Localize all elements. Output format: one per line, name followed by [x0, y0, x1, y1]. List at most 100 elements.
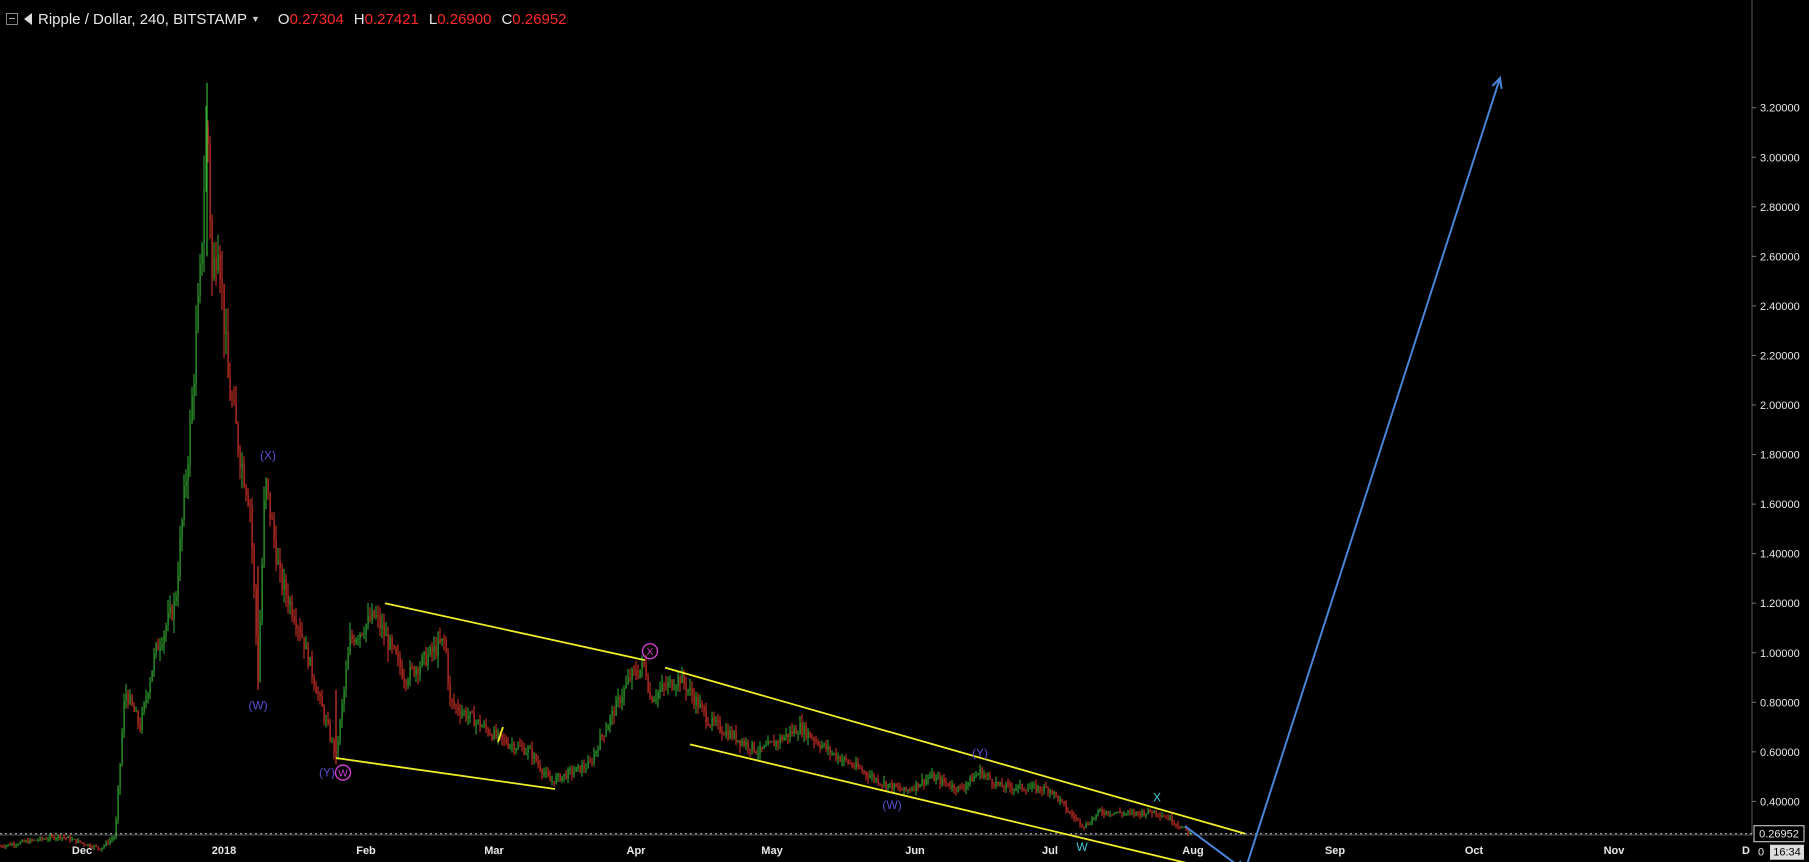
candle-body	[51, 835, 53, 837]
candle-body	[127, 693, 129, 704]
candle-body	[1047, 787, 1049, 793]
candle-body	[1121, 812, 1123, 815]
candle-body	[933, 773, 935, 781]
candle-body	[1, 846, 3, 848]
chevron-down-icon[interactable]: ▼	[250, 14, 260, 24]
candle-body	[239, 450, 241, 469]
candle-body	[889, 783, 891, 785]
candle-body	[969, 776, 971, 783]
candle-body	[825, 743, 827, 750]
candle-body	[25, 840, 27, 842]
candle-body	[773, 741, 775, 747]
candle-body	[1009, 783, 1011, 788]
candle-body	[1061, 799, 1063, 802]
candle-body	[421, 655, 423, 666]
candle-body	[1131, 811, 1133, 813]
candle-body	[753, 742, 755, 752]
candle-body	[147, 693, 149, 699]
candle-body	[197, 295, 199, 331]
candle-body	[237, 423, 239, 451]
candle-body	[807, 731, 809, 738]
x-tick-label: 2018	[212, 845, 236, 857]
candle-body	[1033, 784, 1035, 786]
candle-body	[847, 759, 849, 764]
candle-body	[1113, 812, 1115, 815]
symbol-title[interactable]: Ripple / Dollar, 240, BITSTAMP	[38, 10, 247, 28]
candle-body	[681, 673, 683, 684]
candle-body	[511, 744, 513, 746]
candle-body	[579, 765, 581, 773]
candle-body	[1101, 809, 1103, 813]
candle-body	[1173, 822, 1175, 825]
candle-body	[1049, 789, 1051, 793]
candle-body	[637, 674, 639, 677]
x-tick-label: May	[761, 845, 783, 857]
candle-body	[587, 761, 589, 769]
candle-body	[1083, 826, 1085, 828]
candle-body	[697, 697, 699, 708]
candle-body	[705, 709, 707, 723]
candle-body	[1115, 812, 1117, 814]
candle-body	[369, 615, 371, 621]
candle-body	[217, 254, 219, 271]
candle-body	[439, 639, 441, 642]
y-tick-label: 1.80000	[1760, 450, 1800, 462]
candle-body	[309, 656, 311, 666]
candle-body	[669, 680, 671, 683]
collapse-icon[interactable]	[6, 13, 18, 25]
candle-body	[817, 741, 819, 745]
candle-body	[113, 837, 115, 839]
candle-body	[767, 741, 769, 746]
candle-body	[983, 774, 985, 778]
candle-body	[263, 499, 265, 565]
candle-body	[303, 637, 305, 650]
candle-body	[673, 688, 675, 690]
wave-label: W	[338, 769, 348, 780]
candle-body	[727, 730, 729, 739]
candle-body	[243, 463, 245, 487]
candle-body	[701, 703, 703, 707]
candle-body	[491, 734, 493, 740]
candle-body	[53, 836, 55, 840]
x-tick-label: Jun	[905, 845, 925, 857]
candle-body	[741, 740, 743, 746]
y-tick-label: 3.00000	[1760, 152, 1800, 164]
candle-body	[347, 653, 349, 670]
candle-body	[749, 748, 751, 751]
candle-body	[1117, 811, 1119, 813]
trendline	[689, 743, 1187, 862]
candle-body	[901, 789, 903, 791]
candle-body	[275, 538, 277, 564]
candle-body	[129, 695, 131, 704]
candle-body	[885, 781, 887, 788]
candle-body	[49, 835, 51, 840]
candle-body	[1133, 811, 1135, 815]
candle-body	[181, 520, 183, 539]
candle-body	[423, 651, 425, 656]
trendline	[664, 666, 1246, 835]
candle-body	[513, 744, 515, 751]
candle-body	[647, 676, 649, 692]
candle-body	[189, 421, 191, 465]
candle-body	[297, 627, 299, 629]
candle-body	[561, 776, 563, 781]
candle-body	[855, 762, 857, 768]
wave-label: X	[647, 647, 654, 658]
candle-body	[833, 753, 835, 755]
candle-body	[959, 786, 961, 788]
candle-body	[631, 669, 633, 680]
candle-body	[1051, 789, 1053, 795]
candle-body	[1103, 812, 1105, 815]
candle-body	[769, 741, 771, 743]
candle-body	[955, 789, 957, 791]
candle-body	[965, 785, 967, 789]
candle-body	[625, 683, 627, 689]
candle-body	[1107, 811, 1109, 815]
candle-body	[95, 845, 97, 847]
candle-body	[419, 665, 421, 674]
candle-body	[671, 680, 673, 690]
candle-body	[1031, 784, 1033, 788]
candle-body	[627, 677, 629, 684]
candle-body	[329, 723, 331, 741]
